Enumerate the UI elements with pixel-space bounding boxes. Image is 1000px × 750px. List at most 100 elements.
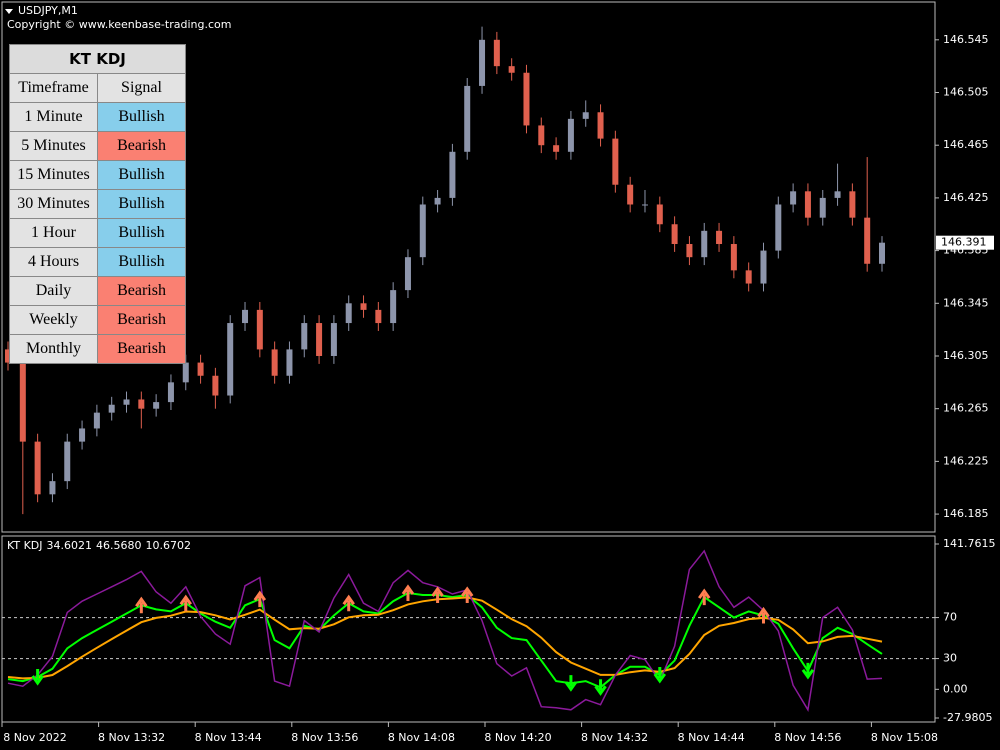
candle-body [582,112,589,119]
candle-body [123,399,130,405]
candle-body [271,349,278,376]
candle-body [656,204,663,225]
timeframe-cell: 4 Hours [9,247,98,277]
y-tick-label: 146.225 [943,454,989,467]
y-tick-label: -27.9805 [943,711,992,724]
indicator-panel [1,535,936,723]
table-title-row: KT KDJ [9,44,186,74]
buy-arrow [594,679,607,696]
symbol-label: USDJPY,M1 [18,4,78,17]
y-tick-label: 70 [943,611,957,624]
buy-arrow [31,669,44,686]
signal-table: KT KDJ Timeframe Signal 1 Minute Bullish 5 … [9,44,186,364]
signal-cell: Bullish [97,247,186,277]
main-panel [1,1,936,533]
candle-body [5,349,11,363]
y-tick-label: 0.00 [943,682,968,695]
candle-body [804,191,811,218]
sell-arrow [401,584,415,601]
indicator-line [7,596,883,680]
candle-body [242,309,249,324]
candle-body [508,66,515,73]
candle-body [167,382,174,403]
buy-arrow [653,666,667,684]
indicator-value: 46.5680 [96,539,142,552]
timeframe-cell: Weekly [9,305,98,335]
timeframe-cell: 1 Hour [9,218,98,248]
candle-body [523,72,530,126]
candle-body [212,375,219,396]
table-row: 1 Minute Bullish [9,102,186,132]
x-tick-label: 8 Nov 14:32 [581,731,648,744]
y-tick-label: 146.185 [943,507,989,520]
y-tick-label: 146.425 [943,191,989,204]
x-tick-label: 8 Nov 14:44 [678,731,745,744]
indicator-value: 34.6021 [47,539,93,552]
candle-body [464,85,471,152]
signal-cell: Bullish [97,160,186,190]
indicator-name: KT KDJ [7,539,43,552]
timeframe-cell: 5 Minutes [9,131,98,161]
x-tick-label: 8 Nov 15:08 [871,731,938,744]
candle-body [567,118,574,152]
candle-body [34,441,41,495]
candle-body [538,125,545,146]
table-row: Daily Bearish [9,276,186,306]
indicator-line [7,591,883,689]
candle-body [390,290,397,324]
candle-body [19,362,26,442]
y-tick-label: 146.265 [943,402,989,415]
timeframe-cell: 15 Minutes [9,160,98,190]
candle-body [93,412,100,429]
x-tick-label: 8 Nov 2022 [3,731,66,744]
candle-body [790,191,797,205]
current-price-label: 146.391 [941,236,987,249]
candle-body [641,204,648,206]
sell-arrow [757,606,770,624]
candle-body [301,323,308,350]
candle-body [330,323,337,356]
candle-body [108,404,115,413]
candle-body [612,138,619,185]
candle-body [182,362,189,383]
sell-arrow [135,596,148,614]
x-tick-label: 8 Nov 14:56 [774,731,841,744]
candle-body [197,362,204,376]
signal-cell: Bearish [97,305,186,335]
table-row: 4 Hours Bullish [9,247,186,277]
candle-body [449,151,456,198]
column-header: Timeframe [9,73,98,103]
candle-body [316,323,323,356]
x-tick-label: 8 Nov 13:32 [98,731,165,744]
signal-cell: Bullish [97,218,186,248]
timeframe-cell: Daily [9,276,98,306]
candle-body [879,242,885,264]
table-row: 15 Minutes Bullish [9,160,186,190]
indicator-readout: KT KDJ 34.6021 46.5680 10.6702 [7,539,191,552]
table-row: Monthly Bearish [9,334,186,364]
candle-body [716,230,723,245]
y-tick-label: 141.7615 [943,537,996,550]
buy-arrow [564,675,578,692]
table-row: 30 Minutes Bullish [9,189,186,219]
candle-body [419,204,426,258]
candle-body [49,481,56,495]
signal-cell: Bullish [97,102,186,132]
candle-body [286,349,293,376]
candle-body [493,39,500,67]
sell-arrow [342,594,355,612]
candle-body [849,191,856,218]
candle-body [138,399,145,409]
candle-body [479,39,486,86]
sell-arrow [431,586,444,604]
symbol-menu-arrow[interactable] [5,9,13,14]
candle-body [79,428,86,442]
candle-body [671,224,678,245]
y-tick-label: 30 [943,652,957,665]
signal-cell: Bearish [97,276,186,306]
candle-body [760,250,767,284]
table-header-row: Timeframe Signal [9,73,186,103]
candle-body [745,270,752,284]
candle-body [627,184,634,205]
